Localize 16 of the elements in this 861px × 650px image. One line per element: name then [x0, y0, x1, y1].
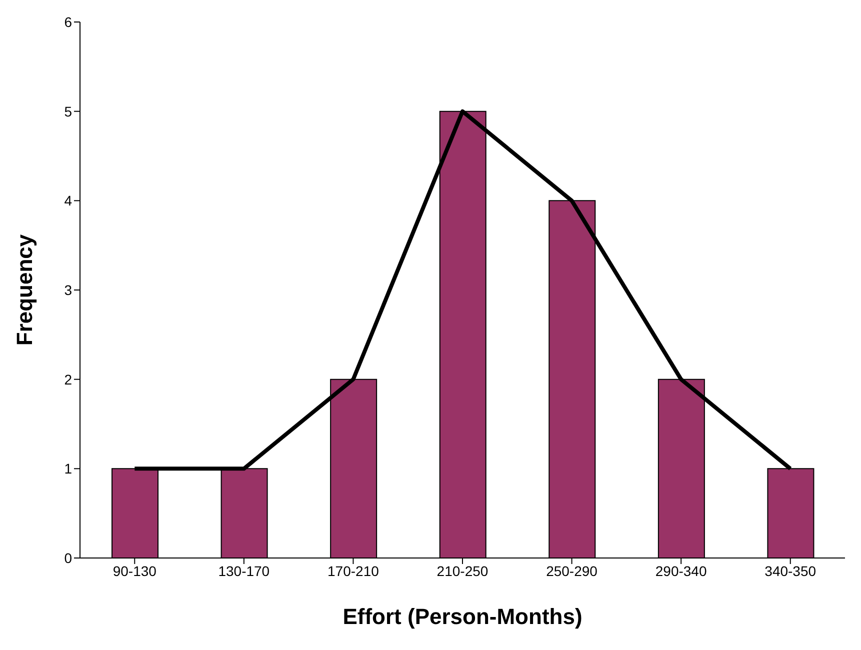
y-tick-label: 1 — [64, 460, 72, 477]
y-tick-label: 6 — [64, 14, 72, 30]
y-tick-label: 5 — [64, 103, 72, 120]
y-tick-label: 4 — [64, 192, 72, 209]
x-axis-title: Effort (Person-Months) — [342, 604, 582, 629]
y-tick-label: 2 — [64, 371, 72, 388]
x-tick-label: 130-170 — [218, 562, 270, 579]
y-tick-label: 0 — [64, 550, 72, 566]
x-tick-label: 170-210 — [328, 562, 380, 579]
x-tick-label: 290-340 — [655, 562, 707, 579]
x-tick-label: 210-250 — [436, 562, 488, 579]
y-axis-title: Frequency — [12, 234, 37, 346]
x-tick-label: 340-350 — [764, 562, 816, 579]
x-tick-label: 250-290 — [546, 562, 598, 579]
x-tick-label: 90-130 — [112, 562, 157, 579]
y-tick-label: 3 — [64, 282, 72, 298]
